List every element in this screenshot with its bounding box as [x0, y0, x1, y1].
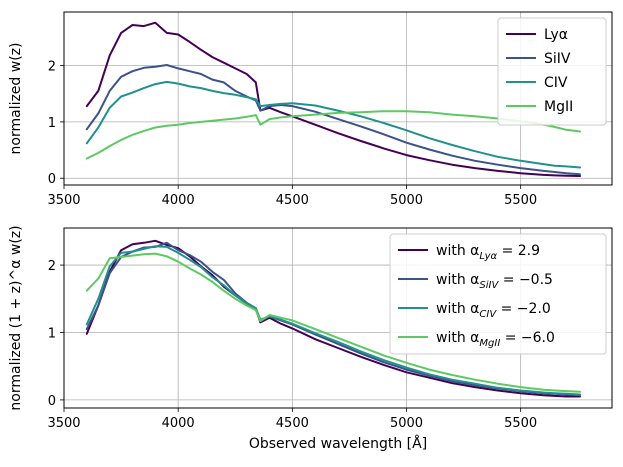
y-axis-label: normalized (1 + z)^α w(z) [8, 225, 24, 410]
axes-frame [63, 11, 613, 186]
x-tick-label: 5000 [390, 416, 423, 431]
x-tick-label: 4000 [162, 416, 195, 431]
legend-label-2: CIV [544, 75, 568, 91]
x-tick-label: 3500 [47, 193, 80, 208]
x-tick-label: 4500 [276, 416, 309, 431]
y-tick-label: 2 [48, 60, 56, 75]
x-tick-label: 5500 [504, 416, 537, 431]
series-line-3 [85, 252, 581, 393]
top-panel: 3500 4000 4500 5000 5500 0 1 2 normalized w(z) Ly… [8, 11, 613, 208]
legend: Lyα SiIV CIV MgII [497, 17, 607, 126]
x-tick-label: 4000 [162, 193, 195, 208]
legend-label-2: with αCIV = −2.0 [436, 301, 551, 320]
legend-label-3: with αMgII = −6.0 [436, 330, 555, 349]
legend-box [497, 17, 607, 126]
y-tick-label: 1 [48, 116, 56, 131]
x-tick-label: 5500 [504, 193, 537, 208]
series-line-1 [85, 64, 581, 176]
axes-frame [63, 227, 613, 409]
x-tick-label: 5000 [390, 193, 423, 208]
x-tick-label: 4500 [276, 193, 309, 208]
y-axis-label: normalized w(z) [8, 43, 24, 155]
legend-label-0: Lyα [544, 27, 568, 43]
legend-label-1: SiIV [544, 51, 571, 67]
bottom-panel: 3500 4000 4500 5000 5500 0 1 2 normalized (1 + z… [8, 225, 613, 452]
y-tick-label: 0 [48, 394, 56, 409]
legend-label-1: with αSiIV = −0.5 [436, 272, 553, 291]
legend-label-3: MgII [544, 99, 573, 115]
y-tick-label: 0 [48, 172, 56, 187]
series-line-2 [85, 80, 581, 169]
series-line-0 [85, 239, 581, 398]
y-tick-label: 2 [48, 259, 56, 274]
x-tick-label: 3500 [47, 416, 80, 431]
x-axis-label: Observed wavelength [Å] [249, 435, 427, 452]
y-tick-label: 1 [48, 326, 56, 341]
series-line-3 [85, 110, 581, 160]
legend: with αLyα = 2.9 with αSiIV = −0.5 with αCI… [389, 233, 607, 355]
legend-label-0: with αLyα = 2.9 [436, 243, 540, 262]
legend-box [389, 233, 607, 355]
